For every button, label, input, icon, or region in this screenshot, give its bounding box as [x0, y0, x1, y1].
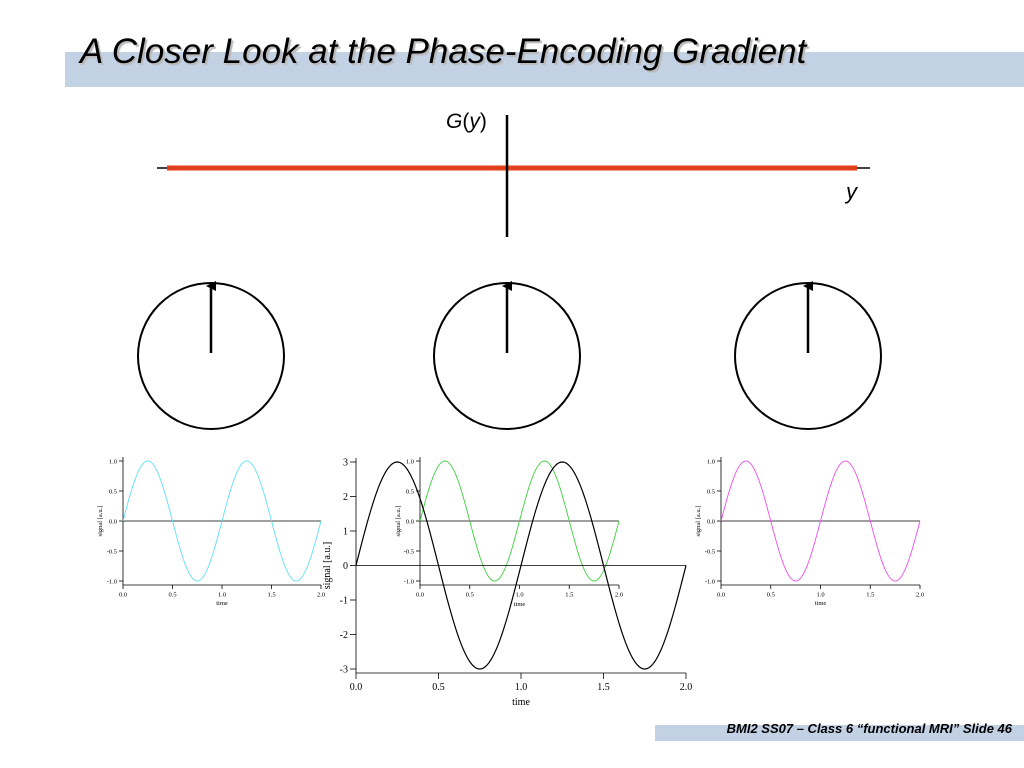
- plot-center-inset: 1.00.50.0-0.5-1.00.0 0.5 1.0 1.5 2.0timesign…: [395, 457, 623, 608]
- y-tick-label: 3: [343, 458, 348, 469]
- phase-dial-left: [137, 281, 285, 430]
- x-tick-label: 0.0: [717, 592, 725, 599]
- gradient-label-g: G: [446, 110, 463, 133]
- y-tick-label: -3: [340, 665, 348, 676]
- y-tick-label: -0.5: [705, 548, 715, 555]
- x-tick-label: 1.0: [515, 682, 528, 693]
- y-tick-label: 1.0: [109, 458, 117, 465]
- series-line-0: [122, 460, 322, 582]
- x-tick-label: 1.0: [816, 592, 824, 599]
- x-tick-label: 1.0: [515, 592, 523, 599]
- x-axis-label: time: [216, 600, 228, 607]
- page-title: A Closer Look at the Phase-Encoding Grad…: [80, 32, 807, 71]
- y-tick-label: 0.0: [109, 518, 117, 525]
- x-tick-label: 0.5: [432, 682, 445, 693]
- y-axis-label: y: [846, 179, 857, 204]
- y-tick-label: -1.0: [705, 578, 715, 585]
- y-tick-label: 0: [343, 561, 348, 572]
- x-axis-label: time: [512, 697, 530, 708]
- y-tick-label: -0.5: [107, 548, 117, 555]
- y-tick-label: -1: [340, 596, 348, 607]
- gradient-label: G(y): [446, 110, 487, 134]
- x-tick-label: 2.0: [615, 592, 623, 599]
- x-tick-label: 0.0: [350, 682, 363, 693]
- plot-left: 1.00.50.0-0.5-1.00.0 0.5 1.0 1.5 2.0timesign…: [97, 457, 325, 607]
- phase-dial-center: [433, 281, 581, 430]
- x-tick-label: 1.5: [565, 592, 573, 599]
- y-axis-label: signal [a.u.]: [97, 506, 104, 537]
- y-tick-label: 2: [343, 492, 348, 503]
- x-tick-label: 0.5: [466, 592, 474, 599]
- series-line-0: [355, 461, 687, 670]
- plot-right: 1.00.50.0-0.5-1.00.0 0.5 1.0 1.5 2.0timesign…: [695, 457, 924, 607]
- gradient-label-open: (: [462, 110, 470, 133]
- y-axis-label: signal [a.u.]: [695, 506, 702, 537]
- gradient-label-close: ): [479, 110, 487, 133]
- y-tick-label: -1.0: [107, 578, 117, 585]
- x-tick-label: 2.0: [317, 592, 325, 599]
- x-tick-label: 1.5: [597, 682, 610, 693]
- y-tick-label: 1.0: [707, 458, 715, 465]
- x-tick-label: 2.0: [916, 592, 924, 599]
- series-line-0: [720, 460, 921, 582]
- slide-footer: BMI2 SS07 – Class 6 “functional MRI” Sli…: [726, 721, 1012, 736]
- x-tick-label: 0.5: [767, 592, 775, 599]
- y-tick-label: 0.5: [406, 488, 414, 495]
- y-tick-label: 1.0: [406, 458, 414, 465]
- y-tick-label: 0.0: [406, 518, 414, 525]
- footer-band: [655, 725, 1024, 741]
- series-line-0: [419, 460, 620, 582]
- y-tick-label: -2: [340, 630, 348, 641]
- x-tick-label: 0.0: [119, 592, 127, 599]
- title-band: [65, 52, 1024, 87]
- y-axis-label: signal [a.u.]: [395, 506, 402, 537]
- gradient-label-var: y: [469, 110, 480, 133]
- x-tick-label: 1.5: [267, 592, 275, 599]
- y-tick-label: 0.0: [707, 518, 715, 525]
- x-tick-label: 0.5: [168, 592, 176, 599]
- x-tick-label: 0.0: [416, 592, 424, 599]
- x-tick-label: 2.0: [680, 682, 693, 693]
- x-axis-label: time: [815, 600, 827, 607]
- x-axis-label: time: [514, 601, 526, 608]
- y-tick-label: -1.0: [404, 578, 414, 585]
- phase-dial-right: [734, 281, 882, 430]
- x-tick-label: 1.0: [218, 592, 226, 599]
- y-tick-label: -0.5: [404, 548, 414, 555]
- x-tick-label: 1.5: [866, 592, 874, 599]
- y-tick-label: 1: [343, 527, 348, 538]
- y-tick-label: 0.5: [109, 488, 117, 495]
- y-axis-label: signal [a.u.]: [322, 542, 333, 590]
- y-tick-label: 0.5: [707, 488, 715, 495]
